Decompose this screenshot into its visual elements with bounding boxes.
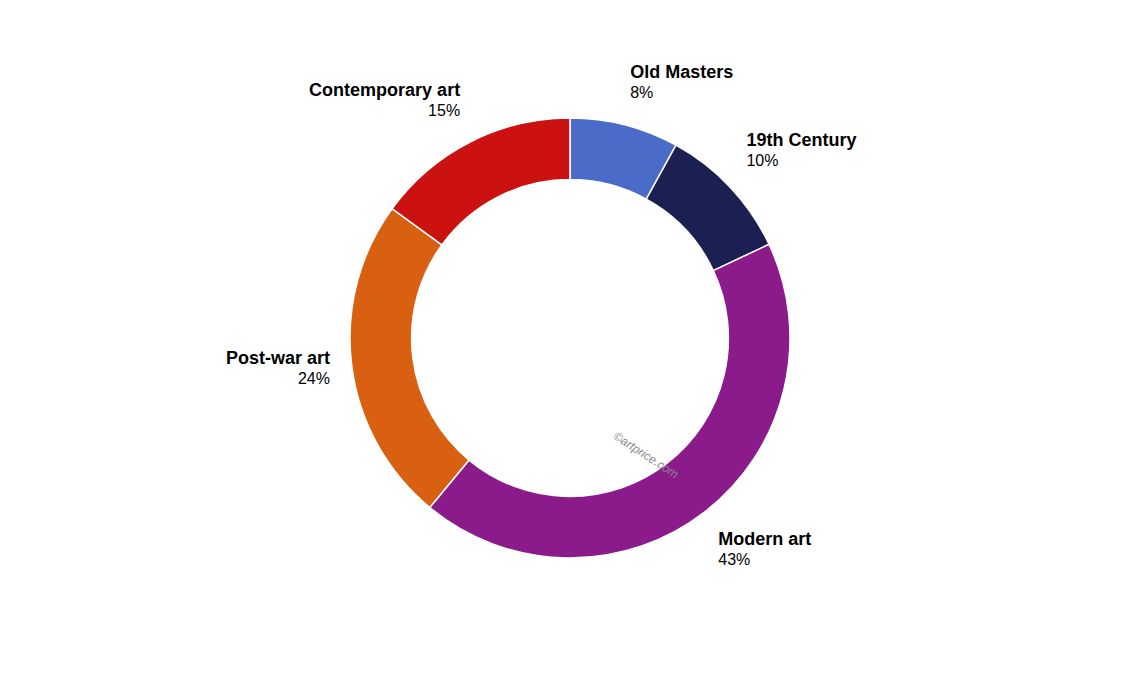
html-text:©artprice.com: ©artprice.com [611, 429, 682, 482]
svg-text:24%: 24% [298, 370, 330, 387]
svg-text:43%: 43% [718, 551, 750, 568]
svg-text:19th Century: 19th Century [746, 130, 856, 150]
svg-text:Post-war art: Post-war art [226, 348, 330, 368]
svg-text:Old Masters: Old Masters [630, 62, 733, 82]
svg-text:10%: 10% [746, 152, 778, 169]
svg-text:Modern art: Modern art [718, 529, 811, 549]
svg-text:8%: 8% [630, 84, 653, 101]
svg-text:15%: 15% [428, 102, 460, 119]
svg-text:Contemporary art: Contemporary art [309, 80, 460, 100]
